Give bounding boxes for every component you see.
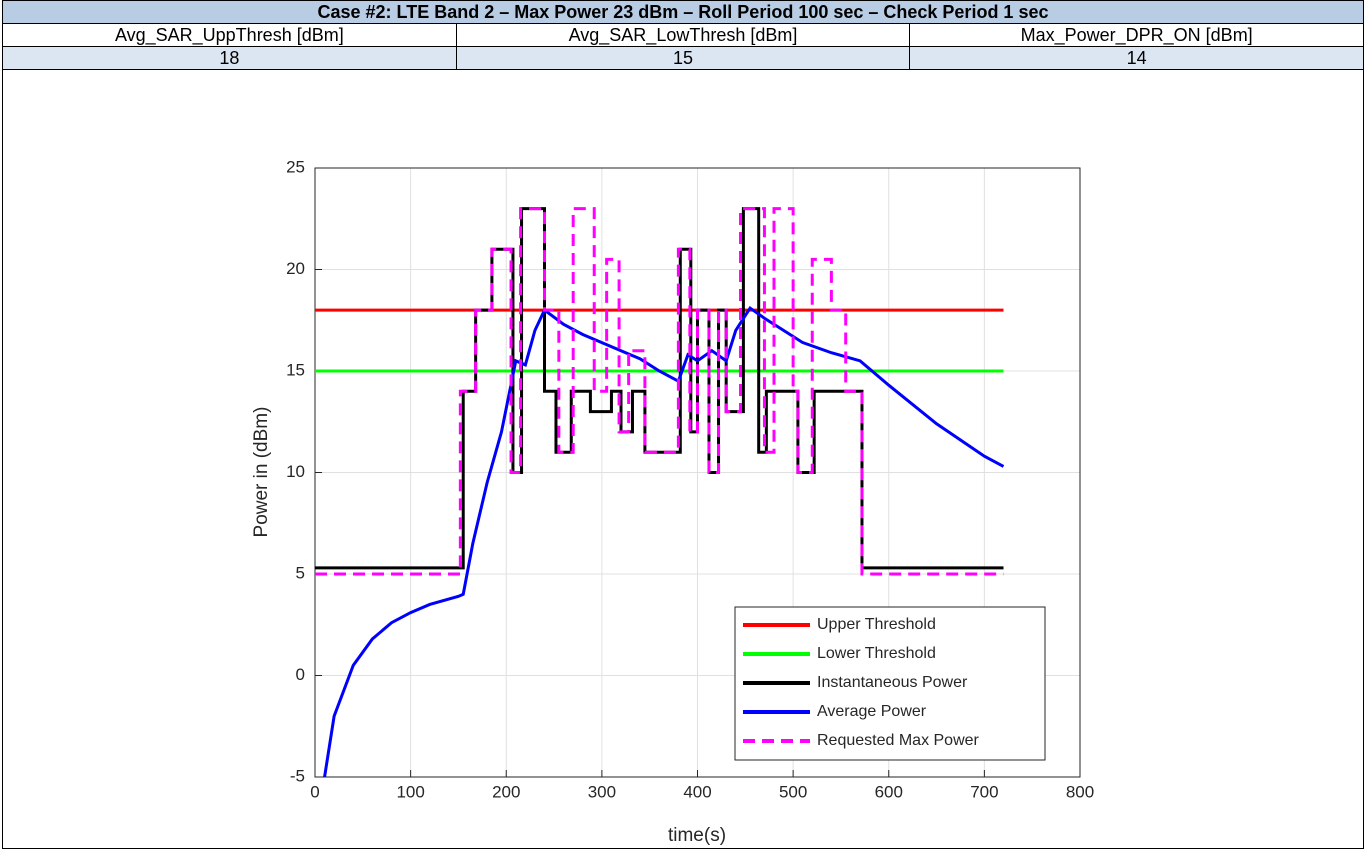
y-axis-label: Power in (dBm) xyxy=(251,407,272,538)
series-line xyxy=(323,305,1005,778)
legend-label: Average Power xyxy=(817,703,927,720)
y-tick-label: 15 xyxy=(286,360,305,379)
column-header: Max_Power_DPR_ON [dBm] xyxy=(909,23,1364,47)
series-line xyxy=(315,207,1004,576)
x-tick-label: 800 xyxy=(1066,782,1094,801)
legend: Upper Threshold Lower Threshold Instantane… xyxy=(734,606,1046,761)
axes-box xyxy=(314,167,1081,778)
x-tick-label: 600 xyxy=(875,782,903,801)
y-tick-label: -5 xyxy=(290,766,305,785)
x-tick-label: 700 xyxy=(970,782,998,801)
cell-value: 18 xyxy=(2,46,457,70)
legend-label: Instantaneous Power xyxy=(817,674,968,691)
x-axis-label: time(s) xyxy=(668,825,726,846)
y-tick-label: 20 xyxy=(286,259,305,278)
x-tick-label: 100 xyxy=(396,782,424,801)
y-tick-label: 0 xyxy=(296,665,305,684)
legend-label: Requested Max Power xyxy=(817,732,980,749)
x-tick-label: 200 xyxy=(492,782,520,801)
x-tick-label: 400 xyxy=(683,782,711,801)
x-tick-label: 300 xyxy=(588,782,616,801)
y-tick-label: 5 xyxy=(296,563,305,582)
table-title: Case #2: LTE Band 2 – Max Power 23 dBm –… xyxy=(2,0,1364,24)
legend-label: Lower Threshold xyxy=(817,645,936,662)
x-tick-label: 0 xyxy=(310,782,319,801)
x-tick-label: 500 xyxy=(779,782,807,801)
legend-label: Upper Threshold xyxy=(817,616,936,633)
cell-value: 14 xyxy=(909,46,1364,70)
column-header: Avg_SAR_LowThresh [dBm] xyxy=(455,23,911,47)
y-tick-label: 10 xyxy=(286,462,305,481)
y-tick-label: 25 xyxy=(286,157,305,176)
